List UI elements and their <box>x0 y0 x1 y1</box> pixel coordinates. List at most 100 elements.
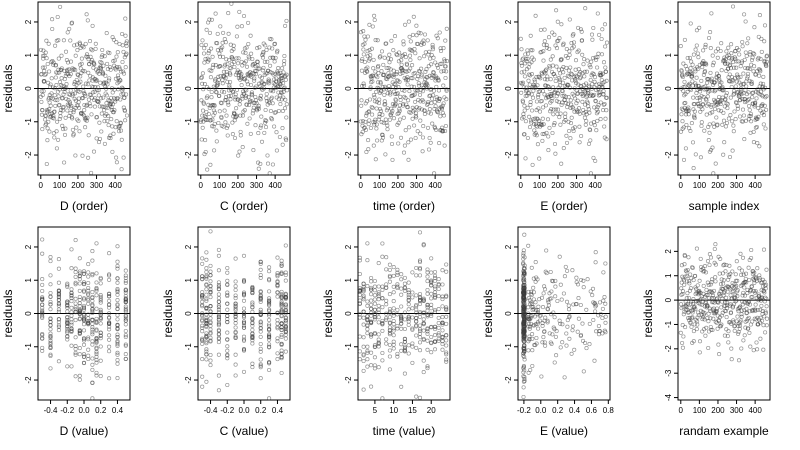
data-point <box>121 71 127 76</box>
y-tick-label: 2 <box>664 249 673 254</box>
data-point <box>678 302 684 307</box>
data-point <box>692 116 697 121</box>
data-point <box>115 313 120 318</box>
data-point <box>431 70 436 75</box>
data-point <box>422 54 427 59</box>
data-point <box>727 263 732 268</box>
data-point <box>375 38 380 43</box>
data-point <box>46 119 51 124</box>
data-point <box>708 30 713 35</box>
data-point <box>712 80 717 85</box>
data-point <box>65 315 70 320</box>
data-point <box>228 72 233 77</box>
data-point <box>410 326 415 331</box>
data-point <box>43 113 49 119</box>
data-point <box>527 91 532 96</box>
y-axis-label: residuals <box>1 289 15 337</box>
data-point <box>208 312 213 317</box>
data-point <box>94 345 99 350</box>
data-point <box>722 59 727 64</box>
data-point <box>381 120 386 125</box>
data-point <box>272 59 277 64</box>
data-point <box>69 247 74 252</box>
data-point <box>694 75 699 80</box>
data-point <box>711 171 716 176</box>
data-point <box>425 314 430 319</box>
data-point <box>736 75 741 80</box>
data-point <box>592 123 597 128</box>
data-point <box>115 276 120 281</box>
data-point <box>429 256 434 261</box>
data-point <box>697 339 703 344</box>
data-point <box>107 376 112 381</box>
data-point <box>407 125 412 130</box>
x-tick-label: -0.4 <box>204 406 218 415</box>
data-point <box>521 394 526 400</box>
data-point <box>735 74 740 79</box>
data-point <box>557 254 562 259</box>
data-point <box>115 332 120 337</box>
data-point <box>432 278 438 284</box>
data-point <box>204 352 209 357</box>
data-point <box>721 152 726 157</box>
data-point <box>372 317 377 322</box>
data-point <box>64 71 69 76</box>
data-point <box>274 148 279 153</box>
data-point <box>91 149 97 154</box>
data-point <box>573 79 578 84</box>
data-point <box>117 129 122 134</box>
data-point <box>724 306 730 311</box>
x-tick-label: 400 <box>268 181 282 190</box>
data-point <box>684 67 690 72</box>
data-point <box>216 299 221 304</box>
data-point <box>763 126 768 131</box>
data-point <box>526 51 531 56</box>
data-point <box>372 307 377 312</box>
data-point <box>216 268 221 273</box>
data-point <box>275 50 280 55</box>
data-point <box>387 60 392 65</box>
data-point <box>425 287 430 293</box>
data-point <box>579 38 585 43</box>
data-point <box>221 69 226 74</box>
data-point <box>443 128 448 134</box>
data-point <box>111 110 116 115</box>
data-point <box>563 111 568 116</box>
data-point <box>210 117 215 122</box>
data-point <box>69 293 74 298</box>
data-point <box>729 42 734 47</box>
data-point <box>251 108 256 113</box>
data-point <box>745 317 750 322</box>
data-point <box>68 72 73 77</box>
data-point <box>425 364 430 369</box>
data-point <box>238 70 243 75</box>
data-point <box>204 266 209 271</box>
data-point <box>436 320 441 326</box>
data-point <box>432 171 437 176</box>
data-point <box>90 327 95 332</box>
data-point <box>738 318 743 323</box>
data-point <box>590 71 595 76</box>
data-point <box>58 114 63 119</box>
data-point <box>417 259 423 265</box>
data-point <box>240 113 245 118</box>
data-point <box>411 84 417 89</box>
data-point <box>553 294 558 299</box>
data-point <box>721 278 726 283</box>
data-point <box>283 309 288 314</box>
y-tick-label: 1 <box>504 277 513 282</box>
data-point <box>560 89 565 94</box>
data-point <box>735 278 740 283</box>
data-point <box>250 365 255 370</box>
data-point <box>279 299 284 304</box>
data-point <box>391 299 396 304</box>
data-point <box>742 333 747 338</box>
data-point <box>764 267 769 272</box>
data-point <box>583 110 588 115</box>
data-point <box>526 321 531 326</box>
data-point <box>376 292 381 297</box>
data-point <box>417 267 423 272</box>
data-point <box>107 305 112 310</box>
data-point <box>600 27 605 32</box>
x-tick-label: 0.2 <box>552 406 564 415</box>
